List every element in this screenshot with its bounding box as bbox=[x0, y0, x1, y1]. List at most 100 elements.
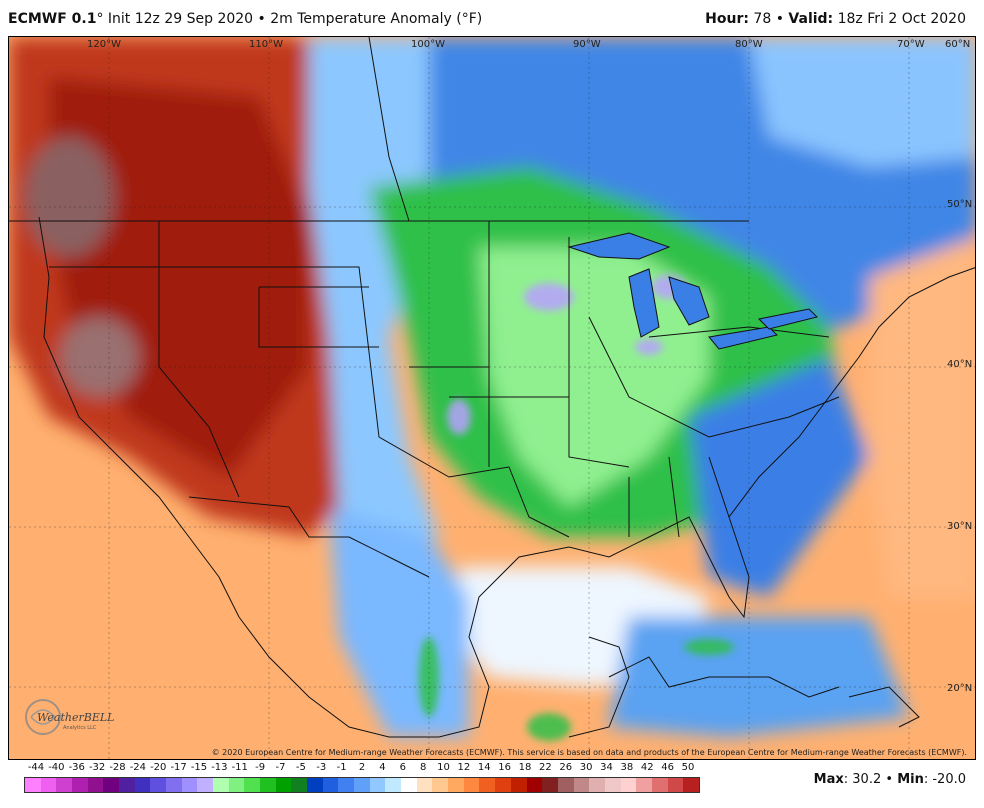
max-value: 30.2 bbox=[852, 772, 882, 787]
colorbar-label: -20 bbox=[150, 762, 167, 773]
stats-separator: • bbox=[885, 772, 894, 787]
colorbar-swatch bbox=[244, 778, 261, 792]
colorbar-label: 12 bbox=[457, 762, 471, 773]
colorbar-swatch bbox=[103, 778, 120, 792]
colorbar-swatch bbox=[385, 778, 402, 792]
colorbar-label: -36 bbox=[68, 762, 85, 773]
hour-label: Hour: bbox=[705, 11, 749, 27]
logo-text: WeatherBELL bbox=[37, 711, 115, 724]
product-name: 2m Temperature Anomaly (°F) bbox=[270, 11, 483, 27]
colorbar-label: 16 bbox=[498, 762, 511, 773]
colorbar-swatch bbox=[119, 778, 135, 792]
colorbar-label: -24 bbox=[129, 762, 147, 773]
colorbar-swatch bbox=[667, 778, 684, 792]
hour-value: 78 bbox=[753, 11, 772, 27]
colorbar-swatch bbox=[25, 778, 41, 792]
colorbar-swatch bbox=[228, 778, 245, 792]
colorbar-label: 38 bbox=[620, 762, 634, 773]
valid-value: 18z Fri 2 Oct 2020 bbox=[837, 11, 966, 27]
lat-label-50n: 50°N bbox=[947, 199, 973, 210]
ecmwf-credit: © 2020 European Centre for Medium-range … bbox=[211, 748, 967, 757]
valid-label: Valid: bbox=[788, 11, 834, 27]
colorbar-swatch bbox=[40, 778, 57, 792]
colorbar-swatch bbox=[526, 778, 543, 792]
lat-label-20n: 20°N bbox=[947, 683, 973, 694]
colorbar-label: 8 bbox=[419, 762, 427, 773]
colorbar-swatch bbox=[72, 778, 88, 792]
max-min-stats: Max: 30.2 • Min: -20.0 bbox=[813, 772, 966, 787]
min-value: -20.0 bbox=[932, 772, 966, 787]
colorbar-label: -11 bbox=[231, 762, 248, 773]
init-time: Init 12z 29 Sep 2020 bbox=[107, 11, 254, 27]
weatherbell-logo: WeatherBELL Analytics LLC bbox=[23, 697, 115, 737]
colorbar-label: -32 bbox=[88, 762, 106, 773]
colorbar-swatch bbox=[150, 778, 167, 792]
colorbar-swatch bbox=[479, 778, 496, 792]
colorbar-label: -1 bbox=[336, 762, 347, 773]
colorbar-swatch bbox=[604, 778, 621, 792]
lon-label-120w: 120°W bbox=[87, 39, 121, 50]
colorbar-label: -40 bbox=[48, 762, 65, 773]
header: ECMWF 0.1° Init 12z 29 Sep 2020 • 2m Tem… bbox=[0, 0, 984, 36]
colorbar-label: 34 bbox=[600, 762, 613, 773]
colorbar-swatch bbox=[416, 778, 433, 792]
colorbar-swatch bbox=[166, 778, 182, 792]
colorbar-swatch bbox=[463, 778, 480, 792]
colorbar-swatch bbox=[620, 778, 637, 792]
colorbar-swatch bbox=[307, 778, 323, 792]
logo-swirl-icon bbox=[25, 699, 61, 735]
min-label: Min bbox=[897, 772, 924, 787]
colorbar-swatch bbox=[557, 778, 574, 792]
colorbar-label: 46 bbox=[661, 762, 674, 773]
colorbar-swatch bbox=[432, 778, 449, 792]
colorbar-swatch bbox=[87, 778, 104, 792]
lon-label-80w: 80°W bbox=[735, 39, 763, 50]
title-separator: • bbox=[257, 11, 266, 27]
colorbar-label: 6 bbox=[399, 762, 406, 773]
colorbar-swatch bbox=[401, 778, 417, 792]
colorbar-swatch bbox=[181, 778, 198, 792]
colorbar-swatch bbox=[589, 778, 605, 792]
colorbar-swatch bbox=[651, 778, 668, 792]
colorbar-swatch bbox=[495, 778, 511, 792]
colorbar-label: 30 bbox=[579, 762, 593, 773]
colorbar-swatch bbox=[542, 778, 558, 792]
lat-label-30n: 30°N bbox=[947, 521, 973, 532]
colorbar-label: 2 bbox=[358, 762, 366, 773]
temperature-anomaly-map: 120°W 110°W 100°W 90°W 80°W 70°W 60°N 50… bbox=[8, 36, 976, 760]
colorbar-swatch bbox=[134, 778, 151, 792]
colorbar-label: -7 bbox=[275, 762, 286, 773]
colorbar-swatch bbox=[275, 778, 292, 792]
colorbar-swatch bbox=[369, 778, 386, 792]
logo-subtext: Analytics LLC bbox=[63, 725, 97, 731]
lon-label-110w: 110°W bbox=[249, 39, 283, 50]
colorbar-label: 26 bbox=[559, 762, 573, 773]
degree-symbol: ° bbox=[96, 11, 104, 27]
lat-label-40n: 40°N bbox=[947, 359, 973, 370]
colorbar-label: -15 bbox=[190, 762, 208, 773]
colorbar bbox=[24, 777, 700, 793]
valid-separator: • bbox=[775, 11, 784, 27]
lon-label-90w: 90°W bbox=[573, 39, 601, 50]
valid-info: Hour: 78 • Valid: 18z Fri 2 Oct 2020 bbox=[705, 11, 966, 27]
colorbar-label: -9 bbox=[255, 762, 266, 773]
colorbar-swatch bbox=[448, 778, 464, 792]
colorbar-label: -3 bbox=[316, 762, 327, 773]
colorbar-swatch bbox=[683, 778, 699, 792]
colorbar-label: 42 bbox=[640, 762, 654, 773]
colorbar-label: 50 bbox=[681, 762, 695, 773]
colorbar-label: -44 bbox=[27, 762, 45, 773]
colorbar-label: -17 bbox=[170, 762, 187, 773]
colorbar-labels: -44 -40 -36 -32 -28 -24 -20 -17 -15 -13 -11 -9 -7 -5-… bbox=[24, 762, 700, 776]
colorbar-swatch bbox=[197, 778, 214, 792]
colorbar-label: 22 bbox=[539, 762, 552, 773]
max-label: Max bbox=[813, 772, 844, 787]
colorbar-swatch bbox=[322, 778, 339, 792]
colorbar-label: 14 bbox=[477, 762, 491, 773]
colorbar-swatch bbox=[510, 778, 527, 792]
colorbar-swatch bbox=[213, 778, 229, 792]
colorbar-label: -28 bbox=[109, 762, 126, 773]
colorbar-swatch bbox=[56, 778, 73, 792]
map-canvas bbox=[9, 37, 975, 759]
colorbar-label: 4 bbox=[379, 762, 386, 773]
